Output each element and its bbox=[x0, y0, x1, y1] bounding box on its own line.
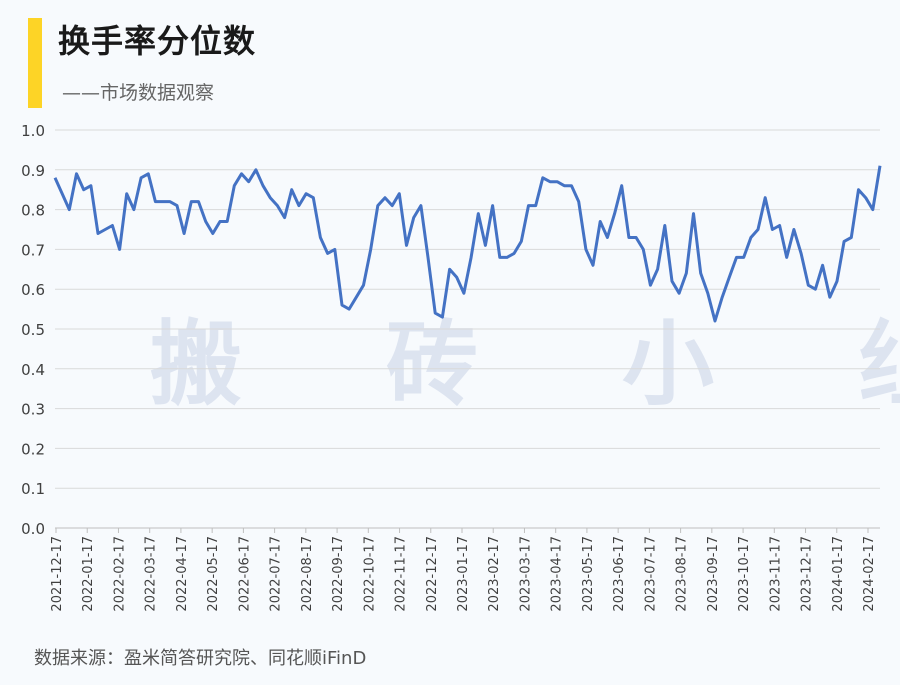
x-tick-label: 2022-07-17 bbox=[269, 536, 284, 612]
x-tick-label: 2022-10-17 bbox=[362, 536, 377, 612]
y-tick-label: 0.1 bbox=[21, 480, 45, 498]
x-tick-label: 2022-12-17 bbox=[425, 536, 440, 612]
x-tick-label: 2022-06-17 bbox=[237, 536, 252, 612]
page-title: 换手率分位数 bbox=[58, 22, 257, 60]
x-tick-label: 2023-08-17 bbox=[675, 536, 690, 612]
x-tick-label: 2024-02-17 bbox=[862, 536, 877, 612]
x-tick-label: 2023-02-17 bbox=[487, 536, 502, 612]
y-tick-label: 0.2 bbox=[21, 440, 45, 458]
x-tick-label: 2023-03-17 bbox=[518, 536, 533, 612]
x-tick-label: 2022-05-17 bbox=[206, 536, 221, 612]
x-tick-label: 2023-04-17 bbox=[550, 536, 565, 612]
page-subtitle: ——市场数据观察 bbox=[62, 82, 215, 104]
y-tick-label: 0.9 bbox=[21, 162, 45, 180]
y-tick-label: 0.6 bbox=[21, 281, 45, 299]
x-tick-label: 2022-02-17 bbox=[112, 536, 127, 612]
x-tick-label: 2022-01-17 bbox=[81, 536, 96, 612]
data-source-note: 数据来源：盈米简答研究院、同花顺iFinD bbox=[34, 648, 367, 669]
x-tick-label: 2023-01-17 bbox=[456, 536, 471, 612]
y-tick-label: 0.3 bbox=[21, 401, 45, 419]
x-tick-label: 2023-11-17 bbox=[768, 536, 783, 612]
x-tick-label: 2022-08-17 bbox=[300, 536, 315, 612]
x-tick-label: 2023-05-17 bbox=[581, 536, 596, 612]
x-tick-label: 2023-06-17 bbox=[612, 536, 627, 612]
x-tick-label: 2022-03-17 bbox=[144, 536, 159, 612]
series-line bbox=[53, 165, 882, 323]
y-tick-label: 1.0 bbox=[21, 122, 45, 140]
x-tick-label: 2023-09-17 bbox=[706, 536, 721, 612]
y-tick-label: 0.7 bbox=[21, 241, 45, 259]
x-tick-label: 2021-12-17 bbox=[50, 536, 65, 612]
x-tick-label: 2024-01-17 bbox=[831, 536, 846, 612]
x-tick-label: 2023-07-17 bbox=[643, 536, 658, 612]
x-tick-label: 2023-10-17 bbox=[737, 536, 752, 612]
y-tick-label: 0.4 bbox=[21, 361, 45, 379]
x-tick-label: 2022-09-17 bbox=[331, 536, 346, 612]
y-tick-label: 0.8 bbox=[21, 202, 45, 220]
x-tick-label: 2023-12-17 bbox=[800, 536, 815, 612]
y-tick-label: 0.0 bbox=[21, 520, 45, 538]
y-tick-label: 0.5 bbox=[21, 321, 45, 339]
x-tick-label: 2022-11-17 bbox=[394, 536, 409, 612]
title-accent-bar bbox=[28, 18, 42, 108]
x-tick-label: 2022-04-17 bbox=[175, 536, 190, 612]
